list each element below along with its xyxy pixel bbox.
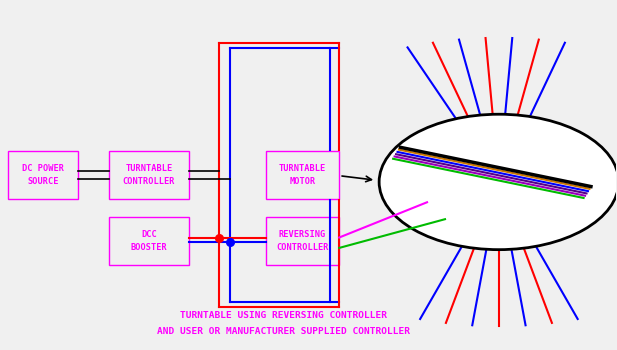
Bar — [109, 217, 189, 265]
Bar — [265, 151, 339, 199]
Bar — [109, 151, 189, 199]
Bar — [265, 217, 339, 265]
Text: DC POWER
SOURCE: DC POWER SOURCE — [22, 164, 64, 186]
Text: AND USER OR MANUFACTURER SUPPLIED CONTROLLER: AND USER OR MANUFACTURER SUPPLIED CONTRO… — [157, 328, 410, 336]
Bar — [7, 151, 78, 199]
Text: TURNTABLE
CONTROLLER: TURNTABLE CONTROLLER — [123, 164, 175, 186]
Text: DCC
BOOSTER: DCC BOOSTER — [130, 230, 167, 252]
Text: TURNTABLE
MOTOR: TURNTABLE MOTOR — [279, 164, 326, 186]
Text: REVERSING
CONTROLLER: REVERSING CONTROLLER — [276, 230, 329, 252]
Text: TURNTABLE USING REVERSING CONTROLLER: TURNTABLE USING REVERSING CONTROLLER — [180, 311, 387, 320]
Circle shape — [379, 114, 617, 250]
